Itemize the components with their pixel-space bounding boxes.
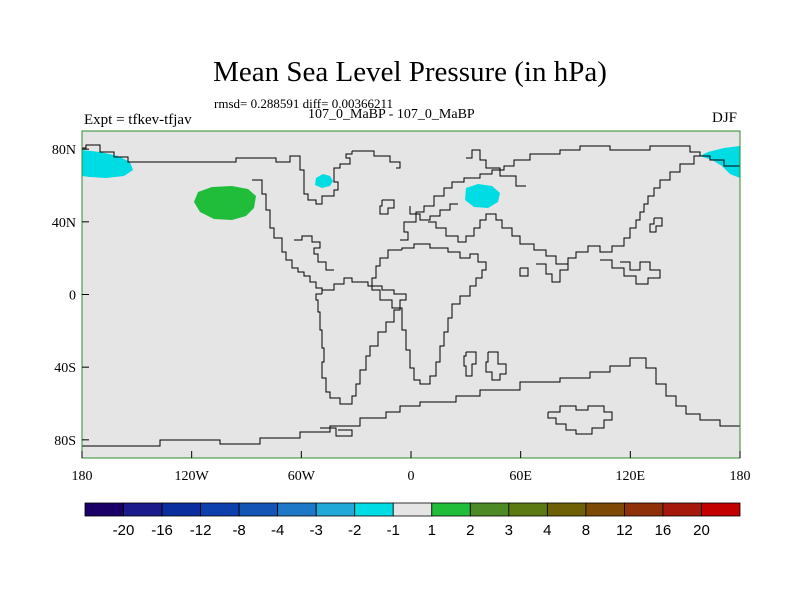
stats-text: rmsd= 0.288591 diff= 0.00366211 — [214, 96, 393, 111]
colorbar-label: 8 — [582, 522, 590, 539]
coast-scandinavia — [409, 203, 458, 221]
colorbar-box — [662, 502, 702, 517]
colorbar-box — [431, 502, 471, 517]
colorbar-box — [585, 502, 625, 517]
colorbar-box — [238, 502, 279, 517]
coast-asia-east — [428, 155, 700, 265]
y-tick-label: 80S — [54, 434, 76, 449]
colorbar-label: 16 — [655, 522, 672, 539]
colorbar-box — [701, 502, 741, 517]
colorbar-label: -20 — [113, 522, 135, 539]
coast-se-asia — [600, 259, 661, 285]
coast-antarctica — [82, 357, 740, 447]
coast-japan — [649, 217, 663, 233]
coast-islands-east — [519, 267, 529, 277]
colorbar-label: 1 — [428, 522, 436, 539]
colorbar-box — [624, 502, 664, 517]
anomaly-north-pacific-east-cyan — [700, 146, 740, 178]
colorbar: -20 -16 -12 -8 -4 -3 -2 -1 1 2 3 4 8 12 16 20 — [84, 502, 741, 539]
colorbar-box — [123, 502, 163, 517]
colorbar-label: 20 — [693, 522, 710, 539]
colorbar-box — [277, 502, 317, 517]
colorbar-label: -2 — [348, 522, 361, 539]
colorbar-box — [354, 502, 394, 517]
colorbar-label: -12 — [190, 522, 212, 539]
anomaly-greenland-cyan — [315, 174, 333, 188]
coast-africa — [371, 243, 487, 385]
coast-south-america — [315, 277, 407, 405]
y-tick-label: 80N — [52, 143, 76, 158]
coast-north-islands — [466, 149, 526, 187]
colorbar-box — [392, 502, 433, 517]
colorbar-box — [508, 502, 548, 517]
coast-india — [536, 263, 569, 283]
colorbar-box — [200, 502, 240, 517]
anomaly-eurasia-cyan — [465, 184, 500, 208]
subtitle-left: Expt = tfkev-tfjav — [84, 112, 192, 128]
anomaly-layer — [82, 146, 740, 220]
y-tick-label: 40N — [52, 216, 76, 231]
map-title: Mean Sea Level Pressure (in hPa) — [213, 56, 607, 88]
x-tick-label: 60E — [509, 469, 532, 484]
coast-south-georgia — [320, 427, 353, 437]
x-tick-label: 60W — [288, 469, 316, 484]
coast-greenland — [352, 150, 401, 169]
x-tick-label: 180 — [72, 469, 93, 484]
x-tick-label: 0 — [408, 469, 415, 484]
coast-australia — [547, 405, 613, 435]
x-tick-label: 120E — [616, 469, 646, 484]
colorbar-label: -1 — [387, 522, 400, 539]
coast-madagascar-ridge — [485, 351, 507, 381]
subtitle-center: 107_0_MaBP - 107_0_MaBP — [308, 107, 475, 122]
coast-madagascar — [463, 351, 477, 377]
y-tick-label: 0 — [69, 289, 76, 304]
colorbar-box — [469, 502, 510, 517]
colorbar-label: -16 — [151, 522, 173, 539]
colorbar-box — [161, 502, 201, 517]
x-tick-label: 180 — [730, 469, 751, 484]
colorbar-label: -3 — [310, 522, 323, 539]
anomaly-north-pacific-green — [194, 186, 256, 220]
coastlines — [82, 144, 740, 447]
colorbar-label: 4 — [543, 522, 551, 539]
coast-central-america-east — [294, 235, 334, 271]
y-tick-label: 40S — [54, 361, 76, 376]
colorbar-label: 3 — [505, 522, 513, 539]
colorbar-label: 2 — [466, 522, 474, 539]
coast-europe-asia — [400, 145, 740, 241]
colorbar-label: 12 — [616, 522, 633, 539]
subtitle-right: DJF — [712, 110, 738, 126]
axes-layer: 180 120W 60W 0 60E 120E 180 80N 40N 0 40S 80S — [52, 143, 751, 484]
anomaly-north-pacific-west-cyan — [82, 150, 133, 178]
colorbar-box — [546, 502, 587, 517]
coast-north-america — [82, 144, 353, 205]
colorbar-box — [84, 502, 124, 517]
coast-iceland — [379, 199, 395, 215]
colorbar-label: -4 — [271, 522, 284, 539]
map-background — [82, 131, 740, 458]
colorbar-label: -8 — [232, 522, 245, 539]
x-tick-label: 120W — [175, 469, 210, 484]
coast-north-america-west — [252, 179, 323, 294]
colorbar-box — [315, 502, 356, 517]
